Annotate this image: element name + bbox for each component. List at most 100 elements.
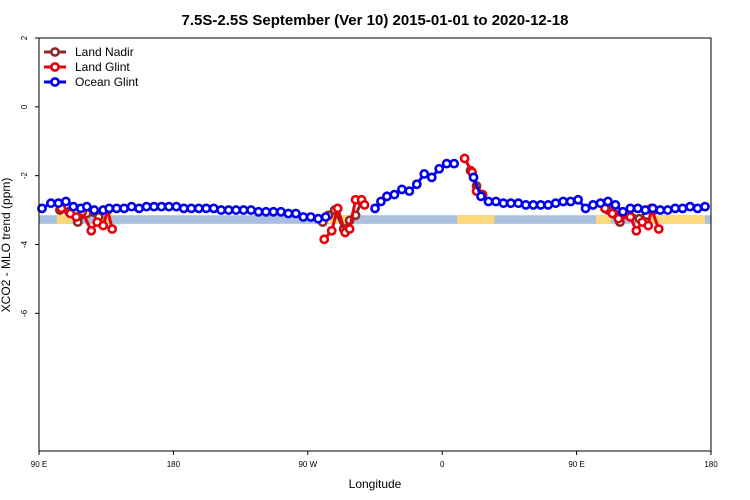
data-point [625,203,636,214]
y-tick-label: -2 [20,172,29,180]
y-axis: 2 0 -2 -4 -6 [20,35,39,317]
data-point [647,203,658,214]
data-point [631,225,642,236]
data-point [81,201,92,212]
x-tick-label: 0 [440,460,445,469]
y-tick-label: -6 [20,309,29,317]
y-tick-label: -4 [20,240,29,248]
data-point [382,191,392,202]
data-point [60,196,71,207]
y-tick-label: 0 [20,104,29,109]
data-point [692,203,703,214]
data-point [134,203,144,214]
data-point [404,186,415,197]
data-point [119,203,130,214]
x-axis: 90 E 180 90 W 0 90 E 180 [31,451,718,469]
legend-item: Ocean Glint [44,75,139,89]
data-point [216,205,227,215]
legend-item: Land Nadir [44,45,134,59]
data-point [193,203,204,214]
data-point [411,179,422,190]
data-point [186,203,197,214]
data-point [613,213,624,224]
data-point [344,224,355,234]
data-point [201,203,212,214]
data-point [305,212,316,222]
data-point [253,206,264,217]
legend-swatch-point [50,47,60,57]
data-point [653,224,664,234]
data-point [261,206,271,217]
data-point [426,172,437,183]
legend-label: Land Glint [75,60,130,74]
legend-swatch-point [50,77,60,87]
data-point [89,205,100,215]
data-point [111,203,122,214]
data-point [468,172,479,183]
data-point [595,198,606,209]
data-point [434,163,445,174]
data-point [53,198,64,209]
data-point [290,208,301,219]
data-point [178,203,189,214]
data-point [46,198,56,209]
land-band [596,215,611,224]
data-point [449,158,460,169]
x-axis-label: Longitude [349,477,402,491]
data-point [104,203,115,214]
data-point [37,203,47,214]
data-point [677,203,688,214]
data-point [313,213,324,224]
series-2 [37,158,710,224]
legend-label: Land Nadir [75,45,134,59]
data-point [298,212,309,222]
data-point [550,198,561,209]
legend-swatch-point [50,62,60,72]
data-point [208,203,219,214]
data-point [359,200,370,210]
y-axis-label: XCO2 - MLO trend (ppm) [0,178,13,313]
data-point [662,205,673,215]
data-point [370,203,380,214]
x-tick-label: 90 W [298,460,317,469]
x-tick-label: 90 E [31,460,47,469]
data-point [332,203,343,214]
data-point [396,184,407,195]
data-point [483,196,494,207]
data-point [520,200,531,210]
data-point [610,200,621,210]
data-point [459,153,470,164]
data-point [580,203,591,214]
data-point [655,205,666,215]
data-point [528,200,539,210]
data-point [326,225,337,236]
data-point [71,212,82,222]
data-point [389,189,400,200]
x-tick-label: 180 [167,460,181,469]
data-point [376,196,386,207]
data-point [632,203,643,214]
data-point [141,201,152,212]
data-point [700,201,710,212]
data-point [268,206,279,217]
data-point [558,196,569,207]
data-point [643,220,654,231]
data-point [276,206,286,217]
data-point [513,198,524,209]
data-point [498,198,509,209]
data-point [670,203,681,214]
data-point [171,201,182,212]
data-point [441,158,452,169]
data-point [86,225,97,236]
data-point [640,205,651,215]
data-point [603,196,613,207]
data-point [505,198,516,209]
ocean-band [39,215,711,224]
data-point [543,200,554,210]
data-point [588,200,598,210]
data-point [68,201,79,212]
data-point [107,224,118,234]
legend-item: Land Glint [44,60,130,74]
